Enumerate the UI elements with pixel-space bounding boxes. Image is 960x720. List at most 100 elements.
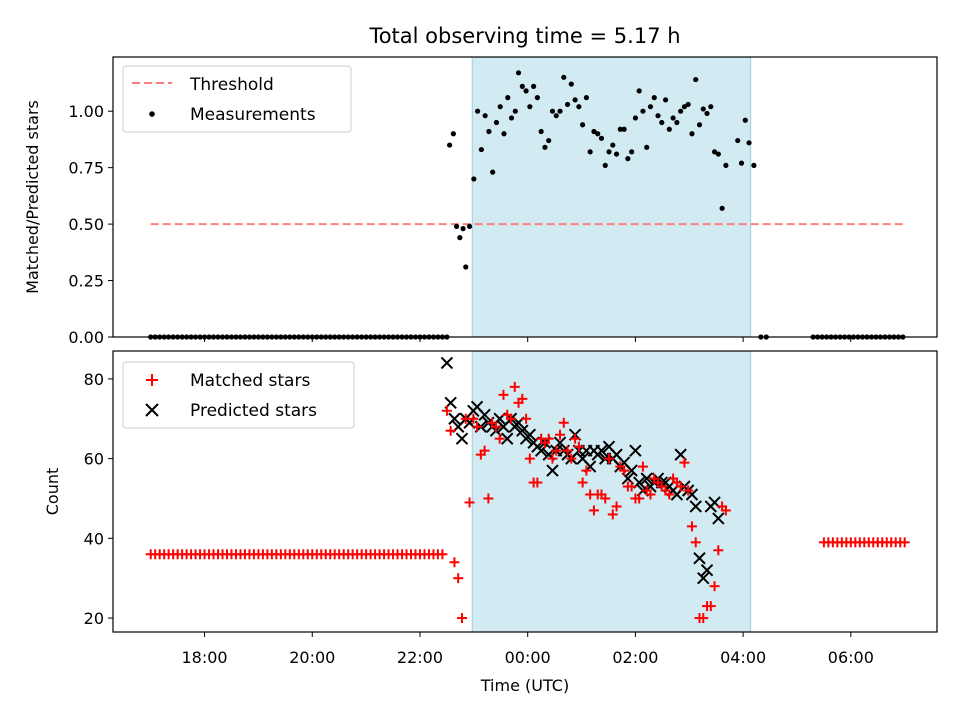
predicted-point [625,464,638,477]
matched-point [532,477,543,488]
matched-point [577,477,588,488]
y-tick-label: 1.00 [68,102,104,121]
measurement-point [460,226,466,232]
matched-point [645,489,656,500]
measurement-point [659,119,665,126]
matched-point [551,445,562,456]
matched-point [664,489,675,500]
measurement-point [490,169,496,175]
y-tick-label: 80 [84,370,104,389]
measurement-point [746,140,752,146]
measurement-point [512,108,518,114]
matched-point [720,505,731,516]
matched-point [449,557,460,568]
measurement-point [454,223,460,229]
measurement-point [546,137,552,144]
y-tick-label: 0.75 [68,159,104,178]
predicted-point [712,512,725,525]
predicted-point [595,444,608,457]
measurement-point [704,110,710,117]
count-legend-box [122,361,355,429]
matched-point [566,453,577,464]
matched-point [509,381,520,392]
measurement-point [542,144,548,150]
matched-point [445,425,456,436]
matched-point [573,441,584,452]
y-tick-label: 0.50 [68,215,104,234]
matched-point [562,445,573,456]
x-tick-label: 02:00 [612,648,658,667]
measurement-point [606,149,612,155]
predicted-point [697,571,710,585]
matched-point [437,549,448,560]
measurement-point [742,117,748,123]
matched-point [690,537,701,548]
matched-point [637,461,648,472]
measurement-point [580,122,586,128]
matched-point [472,421,483,432]
matched-point [679,457,690,468]
measurement-point [711,149,718,155]
predicted-point [440,356,454,370]
measurement-point [497,104,503,110]
matched-point [555,429,566,440]
matched-point [517,393,528,404]
measurement-point [587,149,593,155]
matched-point [705,601,716,612]
measurement-point [508,115,515,121]
measurement-point [553,113,559,119]
predicted-point [693,552,706,565]
measurement-point [640,108,646,114]
measurement-point [693,76,699,83]
measurement-point [685,101,691,108]
observing-window-shade-bottom [471,350,752,633]
matched-point [626,481,637,492]
matched-point [521,413,532,424]
x-tick-label: 06:00 [828,648,874,667]
predicted-point [448,412,461,425]
measurement-point [493,119,500,126]
matched-point [543,433,554,444]
matched-point [505,413,516,424]
measurement-point [715,151,721,157]
predicted-point [689,500,702,513]
x-tick-label: 22:00 [397,648,443,667]
count-x-ticks: 18:00 20:00 22:00 00:00 02:00 04:00 06:00 [182,632,874,667]
predicted-point [546,464,559,477]
x-tick-label: 20:00 [289,648,335,667]
legend-predicted-label: Predicted stars [190,401,317,421]
measurement-point [583,95,589,101]
measurement-point [591,128,597,135]
measurement-point [568,81,574,87]
measurement-point [670,115,676,121]
count-y-ticks: 20 40 60 80 [84,370,113,628]
measurement-point [621,126,627,132]
measurement-point [751,162,757,168]
x-axis-label: Time (UTC) [480,676,569,695]
y-tick-label: 0.00 [68,328,104,347]
ratio-y-ticks: 0.00 0.25 0.50 0.75 1.00 [68,102,113,347]
ratio-legend-box [122,65,352,133]
matched-point [441,405,452,416]
count-y-axis-label: Count [43,468,62,516]
measurement-point [708,104,714,110]
matched-point [713,545,724,556]
matched-point [479,445,490,456]
measurement-point [644,144,650,150]
measurement-point [564,101,571,108]
matched-point [600,493,611,504]
measurement-point [475,108,481,114]
matched-point [494,433,505,444]
measurement-point [662,97,669,103]
measurement-point [678,108,684,114]
matched-point [698,613,709,624]
measurement-point [505,95,511,101]
matched-point [547,453,558,464]
predicted-point [523,428,537,441]
matched-point [464,497,475,508]
measurement-point [681,104,688,110]
predicted-point [455,432,469,445]
y-tick-label: 60 [84,450,104,469]
legend-matched-label: Matched stars [190,371,310,391]
